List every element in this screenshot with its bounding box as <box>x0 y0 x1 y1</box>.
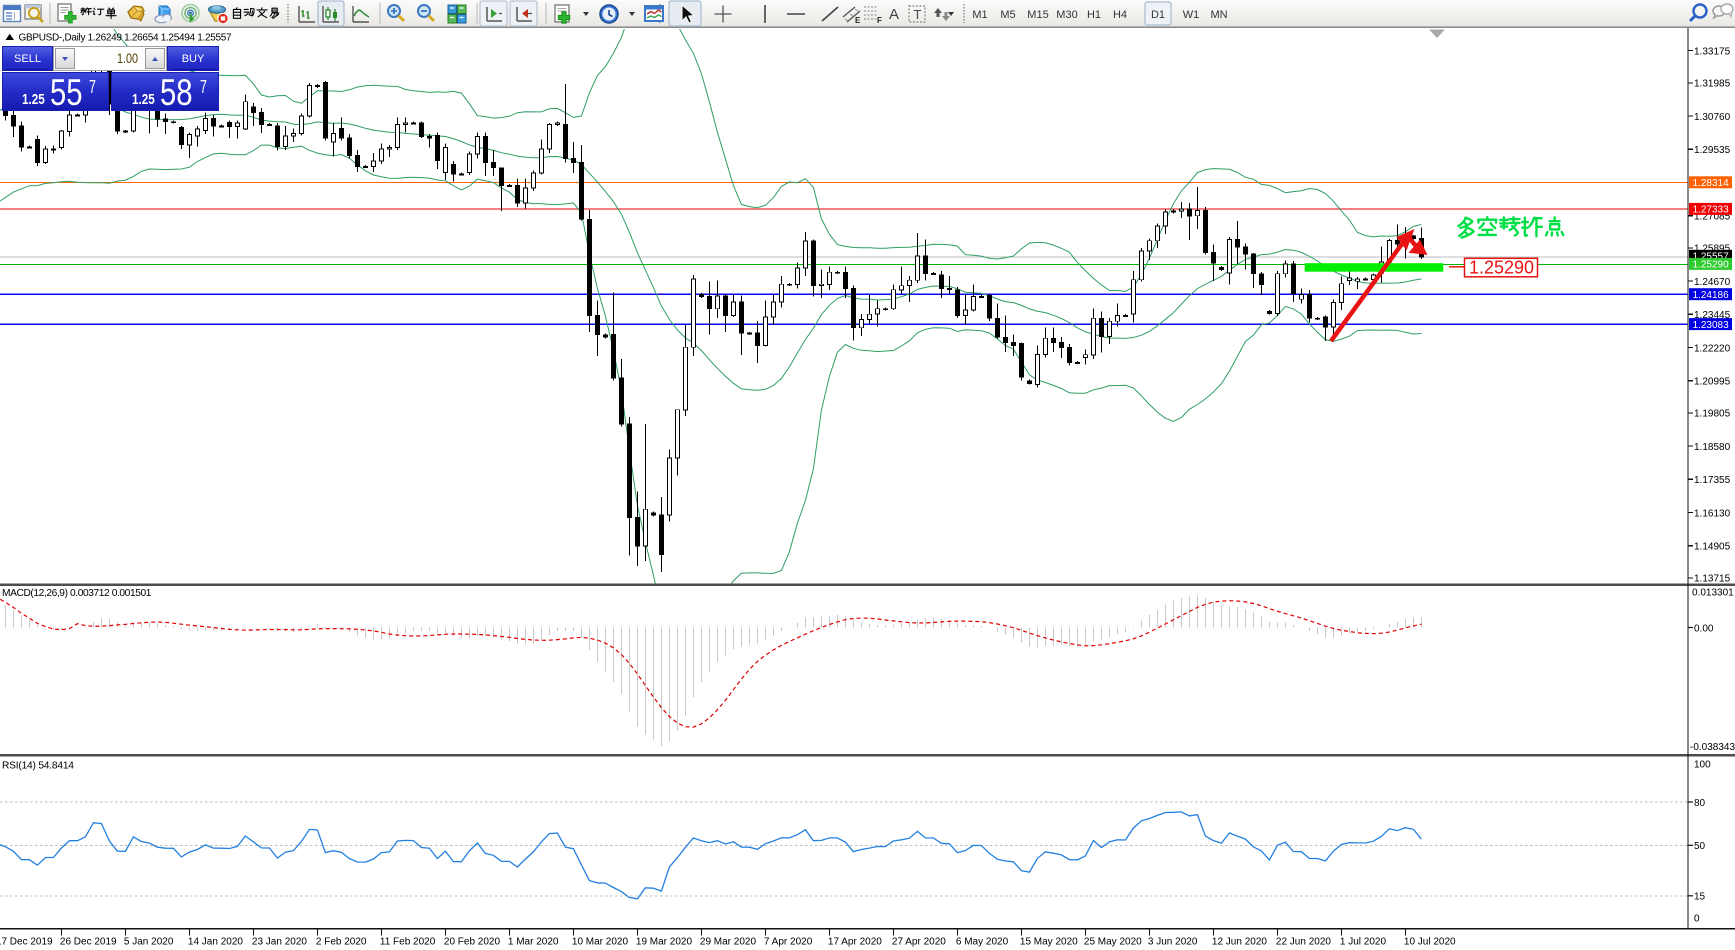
svg-text:1.19805: 1.19805 <box>1694 409 1731 420</box>
svg-text:M5: M5 <box>1000 9 1015 21</box>
svg-text:1.30760: 1.30760 <box>1694 112 1731 123</box>
svg-text:17 Dec 2019: 17 Dec 2019 <box>0 937 53 948</box>
svg-text:W1: W1 <box>1183 9 1200 21</box>
svg-text:H4: H4 <box>1113 9 1127 21</box>
svg-text:15 May 2020: 15 May 2020 <box>1020 937 1078 948</box>
svg-text:T: T <box>914 7 922 22</box>
svg-text:1.23083: 1.23083 <box>1693 320 1730 331</box>
svg-text:1.25290: 1.25290 <box>1693 260 1730 271</box>
svg-text:1.14905: 1.14905 <box>1694 542 1731 553</box>
svg-text:3 Jun 2020: 3 Jun 2020 <box>1148 937 1198 948</box>
svg-text:1.24670: 1.24670 <box>1694 277 1731 288</box>
svg-text:0.00: 0.00 <box>1694 623 1714 634</box>
svg-text:RSI(14) 54.8414: RSI(14) 54.8414 <box>2 761 74 772</box>
svg-text:27 Apr 2020: 27 Apr 2020 <box>892 937 946 948</box>
svg-text:A: A <box>889 6 899 23</box>
svg-text:M1: M1 <box>972 9 987 21</box>
svg-text:M15: M15 <box>1027 9 1048 21</box>
svg-text:-0.038343: -0.038343 <box>1690 742 1735 753</box>
svg-text:17 Apr 2020: 17 Apr 2020 <box>828 937 882 948</box>
svg-text:1.29535: 1.29535 <box>1694 145 1731 156</box>
svg-text:H1: H1 <box>1087 9 1101 21</box>
svg-text:1.25290: 1.25290 <box>1469 258 1534 278</box>
svg-text:1.28314: 1.28314 <box>1693 178 1730 189</box>
svg-text:1.25895: 1.25895 <box>1694 244 1731 255</box>
svg-text:M30: M30 <box>1056 9 1077 21</box>
svg-text:19 Mar 2020: 19 Mar 2020 <box>636 937 693 948</box>
svg-text:1.31985: 1.31985 <box>1694 79 1731 90</box>
svg-text:10 Mar 2020: 10 Mar 2020 <box>572 937 629 948</box>
svg-text:D1: D1 <box>1151 9 1165 21</box>
svg-text:1.27333: 1.27333 <box>1693 205 1730 216</box>
svg-text:1.25557: 1.25557 <box>1693 252 1730 263</box>
svg-text:MN: MN <box>1210 9 1227 21</box>
svg-text:80: 80 <box>1694 798 1706 809</box>
svg-text:1.33175: 1.33175 <box>1694 46 1731 57</box>
svg-text:20 Feb 2020: 20 Feb 2020 <box>444 937 501 948</box>
svg-text:1.17355: 1.17355 <box>1694 475 1731 486</box>
svg-text:6 May 2020: 6 May 2020 <box>956 937 1009 948</box>
svg-text:15: 15 <box>1694 892 1706 903</box>
svg-text:GBPUSD-,Daily 1.26249 1.26654: GBPUSD-,Daily 1.26249 1.26654 1.25494 1.… <box>19 33 233 44</box>
svg-text:2 Feb 2020: 2 Feb 2020 <box>316 937 367 948</box>
svg-text:12 Jun 2020: 12 Jun 2020 <box>1212 937 1267 948</box>
svg-text:100: 100 <box>1694 760 1711 771</box>
svg-text:25 May 2020: 25 May 2020 <box>1084 937 1142 948</box>
svg-text:E: E <box>855 16 861 25</box>
svg-text:1.16130: 1.16130 <box>1694 508 1731 519</box>
svg-text:29 Mar 2020: 29 Mar 2020 <box>700 937 757 948</box>
svg-text:1 Mar 2020: 1 Mar 2020 <box>508 937 559 948</box>
svg-text:1.23445: 1.23445 <box>1694 310 1731 321</box>
svg-text:1.27085: 1.27085 <box>1694 212 1731 223</box>
svg-text:5 Jan 2020: 5 Jan 2020 <box>124 937 174 948</box>
svg-text:14 Jan 2020: 14 Jan 2020 <box>188 937 243 948</box>
svg-text:11 Feb 2020: 11 Feb 2020 <box>380 937 436 948</box>
svg-text:0: 0 <box>1694 914 1700 925</box>
svg-text:1.13715: 1.13715 <box>1694 574 1731 585</box>
svg-text:7 Apr 2020: 7 Apr 2020 <box>764 937 813 948</box>
svg-text:0.013301: 0.013301 <box>1692 588 1734 599</box>
svg-text:1.24186: 1.24186 <box>1693 290 1730 301</box>
svg-text:F: F <box>877 16 882 25</box>
svg-text:10 Jul 2020: 10 Jul 2020 <box>1404 937 1456 948</box>
svg-text:26 Dec 2019: 26 Dec 2019 <box>60 937 117 948</box>
svg-text:MACD(12,26,9) 0.003712 0.00150: MACD(12,26,9) 0.003712 0.001501 <box>2 588 152 599</box>
svg-text:1.20995: 1.20995 <box>1694 377 1731 388</box>
svg-text:22 Jun 2020: 22 Jun 2020 <box>1276 937 1331 948</box>
svg-text:1 Jul 2020: 1 Jul 2020 <box>1340 937 1387 948</box>
svg-text:23 Jan 2020: 23 Jan 2020 <box>252 937 307 948</box>
svg-text:1.18580: 1.18580 <box>1694 442 1731 453</box>
svg-text:1.22220: 1.22220 <box>1694 343 1731 354</box>
svg-text:50: 50 <box>1694 841 1706 852</box>
